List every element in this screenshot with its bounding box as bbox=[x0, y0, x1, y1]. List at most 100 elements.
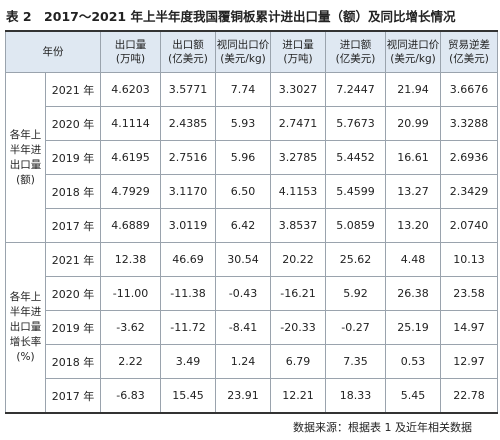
year-cell: 2017 年 bbox=[45, 378, 101, 414]
value-cell: 6.50 bbox=[215, 174, 271, 209]
value-cell: 25.62 bbox=[325, 242, 386, 277]
table-row: 各年上半年进出口量(额) 2021 年 4.6203 3.5771 7.74 3.3027… bbox=[5, 72, 498, 243]
year-cell: 2017 年 bbox=[45, 208, 101, 243]
value-cell: 6.42 bbox=[215, 208, 271, 243]
value-cell: -11.38 bbox=[160, 276, 216, 311]
header-line: (亿美元) bbox=[168, 53, 208, 65]
value-cell: 2.6936 bbox=[440, 140, 498, 175]
column-header: 进口量 (万吨) bbox=[270, 30, 326, 73]
header-line: 进口额 bbox=[339, 39, 372, 51]
value-cell: 12.97 bbox=[440, 344, 498, 379]
value-cell: 21.94 bbox=[385, 72, 441, 107]
column-header: 视同出口价 (美元/kg) bbox=[215, 30, 271, 73]
value-cell: 5.7673 bbox=[325, 106, 386, 141]
value-cell: 5.45 bbox=[385, 378, 441, 414]
header-row: 年份 出口量 (万吨) 出口额 (亿美元) 视同出口价 (美元/kg) 进口量 (万吨) 进口额 (… bbox=[5, 30, 498, 73]
value-cell: 3.0119 bbox=[160, 208, 216, 243]
value-cell: 2.0740 bbox=[440, 208, 498, 243]
source-note: 数据来源：根据表 1 及近年相关数据 bbox=[293, 421, 472, 434]
value-cell: -20.33 bbox=[270, 310, 326, 345]
header-line: 出口额 bbox=[172, 39, 204, 51]
year-header: 年份 bbox=[5, 30, 101, 73]
value-cell: 7.2447 bbox=[325, 72, 386, 107]
value-cell: 12.21 bbox=[270, 378, 326, 414]
year-cell: 2020 年 bbox=[45, 106, 101, 141]
value-cell: 46.69 bbox=[160, 242, 216, 277]
table-row: 2020 年 4.1114 2.4385 5.93 2.7471 5.7673 20.99 3… bbox=[6, 106, 498, 141]
value-cell: -11.00 bbox=[100, 276, 161, 311]
value-cell: 22.78 bbox=[440, 378, 498, 414]
table-row: 2019 年 4.6195 2.7516 5.96 3.2785 5.4452 16.61 2… bbox=[6, 140, 498, 175]
header-line: (万吨) bbox=[115, 53, 146, 65]
value-cell: 6.79 bbox=[270, 344, 326, 379]
value-cell: 20.99 bbox=[385, 106, 441, 141]
value-cell: 20.22 bbox=[270, 242, 326, 277]
table-row: 2018 年 2.22 3.49 1.24 6.79 7.35 0.53 12.97 bbox=[6, 344, 498, 379]
group: 各年上半年进出口量(额) bbox=[5, 72, 46, 243]
value-cell: 14.97 bbox=[440, 310, 498, 345]
value-cell: 5.92 bbox=[325, 276, 386, 311]
value-cell: 2.3429 bbox=[440, 174, 498, 209]
value-cell: -3.62 bbox=[100, 310, 161, 345]
header-line: 视同进口价 bbox=[386, 39, 440, 51]
value-cell: 4.1153 bbox=[270, 174, 326, 209]
year-cell: 2021 年 bbox=[45, 72, 101, 107]
value-cell: 16.61 bbox=[385, 140, 441, 175]
value-cell: 3.8537 bbox=[270, 208, 326, 243]
value-cell: 5.4599 bbox=[325, 174, 386, 209]
value-cell: -0.43 bbox=[215, 276, 271, 311]
table-title: 表 2 2017～2021 年上半年度我国覆铜板累计进出口量（额）及同比增长情况 bbox=[6, 9, 456, 24]
value-cell: 7.35 bbox=[325, 344, 386, 379]
value-cell: 25.19 bbox=[385, 310, 441, 345]
year-cell: 2019 年 bbox=[45, 140, 101, 175]
value-cell: 15.45 bbox=[160, 378, 216, 414]
header-line: (亿美元) bbox=[335, 53, 376, 65]
data-table: 年份 出口量 (万吨) 出口额 (亿美元) 视同出口价 (美元/kg) 进口量 (万吨) 进口额 (… bbox=[5, 30, 498, 414]
value-cell: 23.91 bbox=[215, 378, 271, 414]
header-line: 出口量 bbox=[114, 39, 147, 51]
value-cell: 2.22 bbox=[100, 344, 161, 379]
group: 各年上半年进出口量增长率(%) bbox=[5, 242, 46, 414]
value-cell: 1.24 bbox=[215, 344, 271, 379]
value-cell: 12.38 bbox=[100, 242, 161, 277]
value-cell: 2.7516 bbox=[160, 140, 216, 175]
table-head: 年份 出口量 (万吨) 出口额 (亿美元) 视同出口价 (美元/kg) 进口量 (万吨) 进口额 (… bbox=[5, 30, 498, 73]
value-cell: 4.1114 bbox=[100, 106, 161, 141]
value-cell: 3.3027 bbox=[270, 72, 326, 107]
value-cell: 26.38 bbox=[385, 276, 441, 311]
value-cell: -8.41 bbox=[215, 310, 271, 345]
value-cell: 3.6676 bbox=[440, 72, 498, 107]
value-cell: 4.48 bbox=[385, 242, 441, 277]
table-row: 2018 年 4.7929 3.1170 6.50 4.1153 5.4599 13.27 2… bbox=[6, 174, 498, 209]
value-cell: 4.6889 bbox=[100, 208, 161, 243]
value-cell: 5.4452 bbox=[325, 140, 386, 175]
value-cell: 4.7929 bbox=[100, 174, 161, 209]
header-line: 贸易逆差 bbox=[448, 39, 490, 51]
value-cell: 0.53 bbox=[385, 344, 441, 379]
value-cell: 2.4385 bbox=[160, 106, 216, 141]
table-row: 2020 年 -11.00 -11.38 -0.43 -16.21 5.92 26.38 23… bbox=[6, 276, 498, 311]
column-header: 出口量 (万吨) bbox=[100, 30, 161, 73]
column-header: 视同进口价 (美元/kg) bbox=[385, 30, 441, 73]
value-cell: 4.6195 bbox=[100, 140, 161, 175]
year-cell: 2018 年 bbox=[45, 344, 101, 379]
value-cell: 2.7471 bbox=[270, 106, 326, 141]
value-cell: 13.20 bbox=[385, 208, 441, 243]
value-cell: -6.83 bbox=[100, 378, 161, 414]
value-cell: 5.96 bbox=[215, 140, 271, 175]
header-line: 视同出口价 bbox=[216, 39, 270, 51]
value-cell: 3.1170 bbox=[160, 174, 216, 209]
value-cell: 5.93 bbox=[215, 106, 271, 141]
value-cell: -16.21 bbox=[270, 276, 326, 311]
value-cell: 7.74 bbox=[215, 72, 271, 107]
value-cell: 18.33 bbox=[325, 378, 386, 414]
value-cell: 5.0859 bbox=[325, 208, 386, 243]
value-cell: 3.49 bbox=[160, 344, 216, 379]
value-cell: 3.3288 bbox=[440, 106, 498, 141]
table-row: 2019 年 -3.62 -11.72 -8.41 -20.33 -0.27 25.19 14… bbox=[6, 310, 498, 345]
year-cell: 2019 年 bbox=[45, 310, 101, 345]
header-line: 进口量 bbox=[282, 39, 314, 51]
year-cell: 2020 年 bbox=[45, 276, 101, 311]
